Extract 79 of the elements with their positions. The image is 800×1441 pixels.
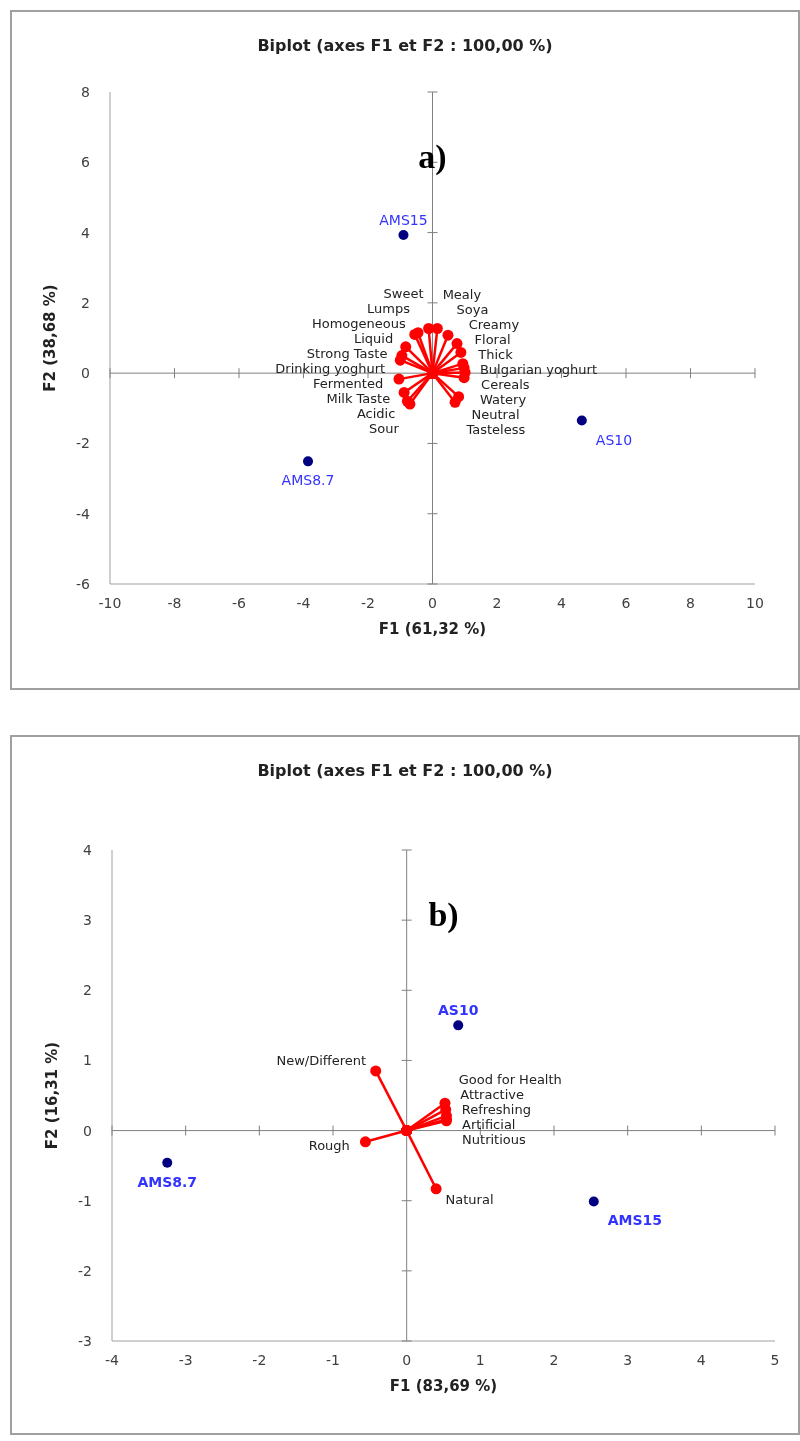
- data-label: AMS15: [379, 212, 428, 229]
- series-label: Artificial: [462, 1117, 516, 1133]
- series-label: Liquid: [353, 331, 394, 347]
- x-tick-label: -2: [361, 594, 375, 611]
- series-label: Refreshing: [461, 1102, 531, 1118]
- x-tick-label: -4: [296, 594, 311, 611]
- series-label: Fermented: [313, 376, 384, 392]
- series-label: Drinking yoghurt: [275, 361, 386, 377]
- x-tick-label: 2: [492, 594, 502, 611]
- series-label: Rough: [308, 1137, 350, 1153]
- x-tick-label: -10: [98, 594, 122, 611]
- series-label: Lumps: [366, 301, 411, 317]
- data-label: AS10: [595, 431, 633, 448]
- chart-title: Biplot (axes F1 et F2 : 100,00 %): [256, 761, 554, 780]
- y-tick-label: 0: [81, 365, 90, 382]
- x-tick-label: 6: [621, 594, 631, 611]
- y-tick-label: 4: [81, 224, 91, 241]
- series-label: Nutritious: [462, 1132, 527, 1148]
- data-label: AMS15: [607, 1212, 663, 1229]
- x-tick-label: -6: [232, 594, 247, 611]
- x-tick-label: 4: [557, 594, 567, 611]
- text: b): [428, 895, 459, 934]
- x-tick-label: -2: [252, 1351, 267, 1368]
- x-tick-label: 0: [402, 1351, 412, 1368]
- y-tick-label: -6: [76, 575, 91, 592]
- series-label: Attractive: [460, 1087, 524, 1103]
- y-tick-label: 0: [83, 1122, 92, 1139]
- series-label: Homogeneous: [311, 316, 406, 332]
- data-label: AMS8.7: [281, 472, 335, 489]
- y-tick-label: 4: [83, 841, 93, 858]
- series-label: Sour: [369, 421, 400, 437]
- x-axis-title: F1 (83,69 %): [389, 1377, 498, 1395]
- y-tick-label: -4: [76, 505, 91, 522]
- series-label: Watery: [479, 391, 527, 407]
- y-axis-title: F2 (16,31 %): [43, 1041, 62, 1150]
- series-label: Thick: [477, 346, 514, 362]
- series-label: Cereals: [481, 376, 530, 392]
- data-label: AMS8.7: [137, 1173, 198, 1190]
- y-tick-label: 6: [81, 154, 91, 171]
- x-tick-label: -3: [178, 1351, 193, 1368]
- series-label: Strong Taste: [306, 346, 388, 362]
- data-label: AS10: [438, 1002, 479, 1019]
- series-label: Natural: [445, 1192, 494, 1208]
- y-tick-label: 3: [83, 912, 92, 929]
- series-label: Good for Health: [458, 1072, 562, 1088]
- series-label: Acidic: [356, 406, 396, 422]
- y-tick-label: -2: [76, 435, 90, 452]
- series-label: Tasteless: [465, 421, 526, 437]
- series-label: Milk Taste: [326, 391, 391, 407]
- x-tick-label: 10: [746, 594, 764, 611]
- x-tick-label: 3: [623, 1351, 633, 1368]
- y-tick-label: 8: [81, 83, 90, 100]
- chart-title: Biplot (axes F1 et F2 : 100,00 %): [256, 36, 554, 55]
- x-axis-title: F1 (61,32 %): [378, 620, 487, 638]
- series-label: Floral: [474, 331, 511, 347]
- y-axis-title: F2 (38,68 %): [41, 284, 60, 392]
- x-tick-label: 5: [770, 1351, 780, 1368]
- x-tick-label: 1: [475, 1351, 485, 1368]
- series-label: Bulgarian yoghurt: [479, 361, 598, 377]
- x-tick-label: -8: [167, 594, 182, 611]
- x-tick-label: 8: [686, 594, 695, 611]
- series-label: Creamy: [468, 316, 520, 332]
- x-tick-label: 2: [549, 1351, 559, 1368]
- y-tick-label: -3: [78, 1332, 92, 1349]
- y-tick-label: 1: [83, 1052, 92, 1069]
- y-tick-label: -1: [78, 1192, 92, 1209]
- text: a): [418, 137, 447, 176]
- x-tick-label: -1: [326, 1351, 340, 1368]
- y-tick-label: 2: [81, 294, 90, 311]
- series-label: Mealy: [442, 286, 482, 302]
- x-tick-label: 4: [696, 1351, 706, 1368]
- y-tick-label: 2: [83, 982, 92, 999]
- x-tick-label: -4: [105, 1351, 120, 1368]
- series-label: Soya: [456, 301, 489, 317]
- series-label: Sweet: [383, 286, 424, 302]
- series-label: New/Different: [276, 1053, 367, 1069]
- y-tick-label: -2: [78, 1262, 92, 1279]
- x-tick-label: 0: [428, 594, 437, 611]
- series-label: Neutral: [471, 406, 520, 422]
